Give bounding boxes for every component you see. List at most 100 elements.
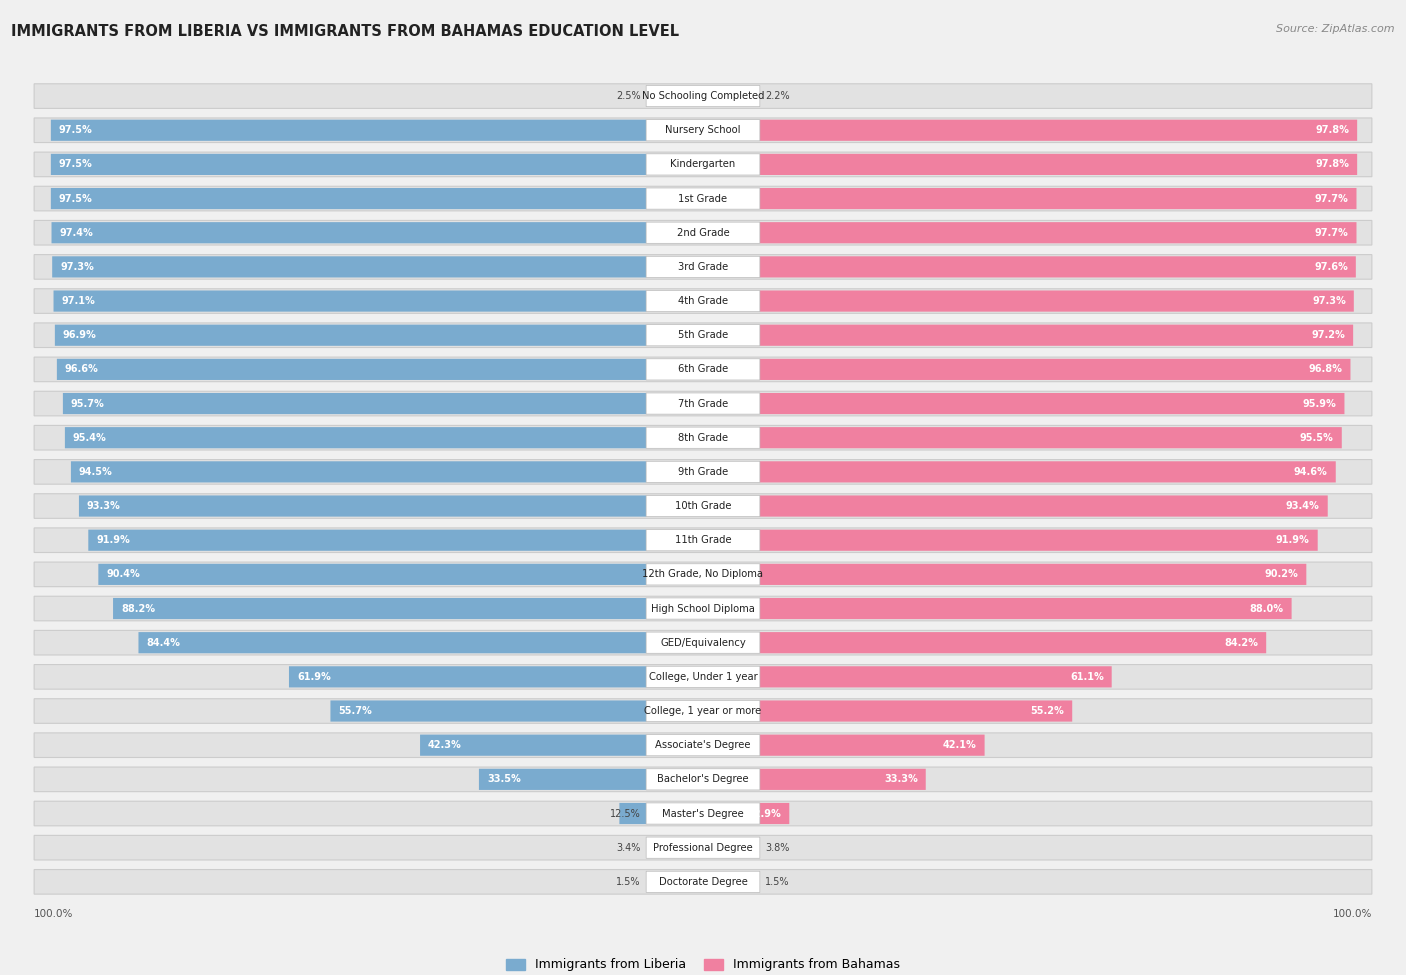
Text: 2.5%: 2.5% bbox=[616, 91, 641, 101]
FancyBboxPatch shape bbox=[65, 427, 647, 449]
Text: Kindergarten: Kindergarten bbox=[671, 159, 735, 170]
Text: Nursery School: Nursery School bbox=[665, 125, 741, 136]
FancyBboxPatch shape bbox=[620, 803, 647, 824]
Text: High School Diploma: High School Diploma bbox=[651, 604, 755, 613]
Text: Associate's Degree: Associate's Degree bbox=[655, 740, 751, 750]
Text: Doctorate Degree: Doctorate Degree bbox=[658, 877, 748, 887]
Text: 97.4%: 97.4% bbox=[59, 228, 93, 238]
FancyBboxPatch shape bbox=[34, 801, 1372, 826]
FancyBboxPatch shape bbox=[479, 768, 647, 790]
Text: 97.8%: 97.8% bbox=[1315, 125, 1350, 136]
Legend: Immigrants from Liberia, Immigrants from Bahamas: Immigrants from Liberia, Immigrants from… bbox=[501, 954, 905, 975]
FancyBboxPatch shape bbox=[647, 598, 759, 619]
FancyBboxPatch shape bbox=[759, 325, 1353, 346]
Text: 97.5%: 97.5% bbox=[59, 125, 93, 136]
FancyBboxPatch shape bbox=[34, 527, 1372, 553]
Text: 11th Grade: 11th Grade bbox=[675, 535, 731, 545]
Text: 84.4%: 84.4% bbox=[146, 638, 180, 647]
FancyBboxPatch shape bbox=[34, 118, 1372, 142]
FancyBboxPatch shape bbox=[647, 768, 759, 790]
FancyBboxPatch shape bbox=[34, 425, 1372, 450]
FancyBboxPatch shape bbox=[759, 256, 1355, 278]
Text: 42.1%: 42.1% bbox=[943, 740, 977, 750]
FancyBboxPatch shape bbox=[647, 632, 759, 653]
Text: 96.9%: 96.9% bbox=[63, 331, 97, 340]
Text: 9th Grade: 9th Grade bbox=[678, 467, 728, 477]
Text: 88.0%: 88.0% bbox=[1250, 604, 1284, 613]
FancyBboxPatch shape bbox=[63, 393, 647, 414]
Text: 97.3%: 97.3% bbox=[60, 262, 94, 272]
Text: 5th Grade: 5th Grade bbox=[678, 331, 728, 340]
FancyBboxPatch shape bbox=[759, 564, 1306, 585]
FancyBboxPatch shape bbox=[647, 564, 759, 585]
Text: 97.8%: 97.8% bbox=[1315, 159, 1350, 170]
FancyBboxPatch shape bbox=[759, 461, 1336, 483]
FancyBboxPatch shape bbox=[759, 393, 1344, 414]
Text: No Schooling Completed: No Schooling Completed bbox=[641, 91, 765, 101]
FancyBboxPatch shape bbox=[34, 289, 1372, 313]
Text: 4th Grade: 4th Grade bbox=[678, 296, 728, 306]
Text: 90.2%: 90.2% bbox=[1264, 569, 1298, 579]
Text: 1.5%: 1.5% bbox=[616, 877, 641, 887]
FancyBboxPatch shape bbox=[647, 461, 759, 483]
Text: 12.5%: 12.5% bbox=[610, 808, 641, 818]
FancyBboxPatch shape bbox=[647, 120, 759, 140]
Text: 33.3%: 33.3% bbox=[884, 774, 918, 784]
Text: 93.4%: 93.4% bbox=[1286, 501, 1320, 511]
FancyBboxPatch shape bbox=[647, 700, 759, 722]
FancyBboxPatch shape bbox=[759, 495, 1327, 517]
FancyBboxPatch shape bbox=[34, 836, 1372, 860]
Text: 61.9%: 61.9% bbox=[297, 672, 330, 682]
FancyBboxPatch shape bbox=[70, 461, 647, 483]
Text: 95.5%: 95.5% bbox=[1301, 433, 1334, 443]
Text: 96.6%: 96.6% bbox=[65, 365, 98, 374]
FancyBboxPatch shape bbox=[647, 803, 759, 824]
Text: 94.6%: 94.6% bbox=[1294, 467, 1327, 477]
FancyBboxPatch shape bbox=[34, 493, 1372, 519]
Text: 97.7%: 97.7% bbox=[1315, 194, 1348, 204]
Text: 90.4%: 90.4% bbox=[107, 569, 141, 579]
Text: 2nd Grade: 2nd Grade bbox=[676, 228, 730, 238]
Text: College, Under 1 year: College, Under 1 year bbox=[648, 672, 758, 682]
Text: 3.8%: 3.8% bbox=[765, 842, 790, 853]
FancyBboxPatch shape bbox=[647, 359, 759, 380]
Text: GED/Equivalency: GED/Equivalency bbox=[661, 638, 745, 647]
FancyBboxPatch shape bbox=[56, 359, 647, 380]
FancyBboxPatch shape bbox=[52, 222, 647, 244]
FancyBboxPatch shape bbox=[759, 700, 1073, 722]
FancyBboxPatch shape bbox=[759, 666, 1112, 687]
Text: College, 1 year or more: College, 1 year or more bbox=[644, 706, 762, 716]
FancyBboxPatch shape bbox=[138, 632, 647, 653]
Text: 100.0%: 100.0% bbox=[34, 910, 73, 919]
Text: 3rd Grade: 3rd Grade bbox=[678, 262, 728, 272]
Text: 10th Grade: 10th Grade bbox=[675, 501, 731, 511]
FancyBboxPatch shape bbox=[52, 256, 647, 278]
FancyBboxPatch shape bbox=[759, 734, 984, 756]
Text: 95.9%: 95.9% bbox=[1303, 399, 1337, 409]
Text: 93.3%: 93.3% bbox=[87, 501, 121, 511]
FancyBboxPatch shape bbox=[647, 188, 759, 210]
FancyBboxPatch shape bbox=[34, 84, 1372, 108]
FancyBboxPatch shape bbox=[34, 562, 1372, 587]
Text: 97.5%: 97.5% bbox=[59, 194, 93, 204]
FancyBboxPatch shape bbox=[759, 359, 1351, 380]
FancyBboxPatch shape bbox=[759, 632, 1267, 653]
FancyBboxPatch shape bbox=[79, 495, 647, 517]
FancyBboxPatch shape bbox=[55, 325, 647, 346]
FancyBboxPatch shape bbox=[34, 254, 1372, 279]
Text: 91.9%: 91.9% bbox=[1275, 535, 1309, 545]
Text: IMMIGRANTS FROM LIBERIA VS IMMIGRANTS FROM BAHAMAS EDUCATION LEVEL: IMMIGRANTS FROM LIBERIA VS IMMIGRANTS FR… bbox=[11, 24, 679, 39]
Text: 1st Grade: 1st Grade bbox=[679, 194, 727, 204]
FancyBboxPatch shape bbox=[34, 665, 1372, 689]
FancyBboxPatch shape bbox=[51, 154, 647, 175]
FancyBboxPatch shape bbox=[647, 325, 759, 346]
Text: Source: ZipAtlas.com: Source: ZipAtlas.com bbox=[1277, 24, 1395, 34]
FancyBboxPatch shape bbox=[34, 870, 1372, 894]
FancyBboxPatch shape bbox=[34, 767, 1372, 792]
FancyBboxPatch shape bbox=[51, 188, 647, 210]
FancyBboxPatch shape bbox=[647, 838, 759, 858]
Text: 97.7%: 97.7% bbox=[1315, 228, 1348, 238]
Text: 95.4%: 95.4% bbox=[73, 433, 107, 443]
Text: 6th Grade: 6th Grade bbox=[678, 365, 728, 374]
Text: 97.5%: 97.5% bbox=[59, 159, 93, 170]
